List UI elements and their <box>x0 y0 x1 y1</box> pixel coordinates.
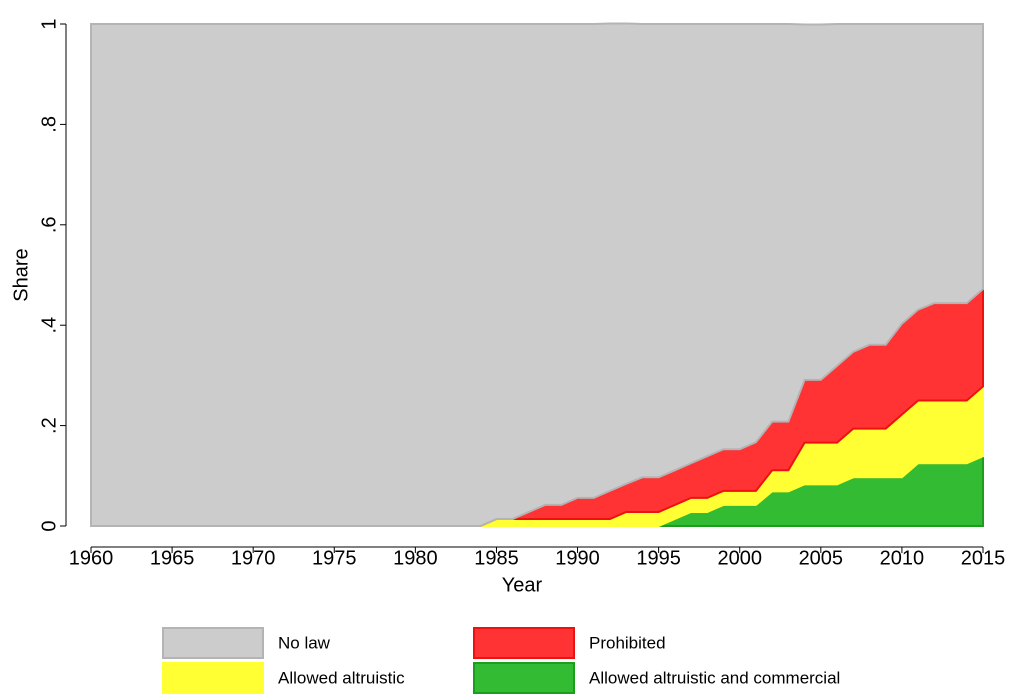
x-tick-label: 2000 <box>717 547 762 569</box>
legend-swatch <box>162 627 264 659</box>
y-tick-label: .8 <box>38 116 60 133</box>
y-tick-label: .6 <box>38 216 60 233</box>
x-tick-label: 1975 <box>312 547 357 569</box>
area <box>90 22 984 527</box>
y-tick-label: .4 <box>38 317 60 334</box>
x-tick-label: 1960 <box>69 547 114 569</box>
legend-swatch <box>473 662 575 694</box>
x-tick-label: 1970 <box>231 547 276 569</box>
y-axis-label: Share <box>10 248 32 301</box>
legend-swatch <box>162 662 264 694</box>
y-tick-label: .2 <box>38 417 60 434</box>
legend-label: Allowed altruistic and commercial <box>589 668 840 687</box>
x-tick-label: 2005 <box>799 547 844 569</box>
x-axis-label: Year <box>502 574 543 596</box>
legend-label: No law <box>278 633 331 652</box>
x-tick-label: 1980 <box>393 547 438 569</box>
x-tick-label: 1995 <box>636 547 681 569</box>
x-tick-label: 1990 <box>555 547 600 569</box>
legend-swatch <box>473 627 575 659</box>
y-tick-label: 0 <box>38 520 60 531</box>
x-tick-label: 2015 <box>961 547 1006 569</box>
x-tick-label: 1985 <box>474 547 519 569</box>
legend-label: Prohibited <box>589 633 666 652</box>
legend-label: Allowed altruistic <box>278 668 405 687</box>
y-tick-label: 1 <box>38 18 60 29</box>
x-tick-label: 1965 <box>150 547 195 569</box>
x-tick-label: 2010 <box>880 547 925 569</box>
